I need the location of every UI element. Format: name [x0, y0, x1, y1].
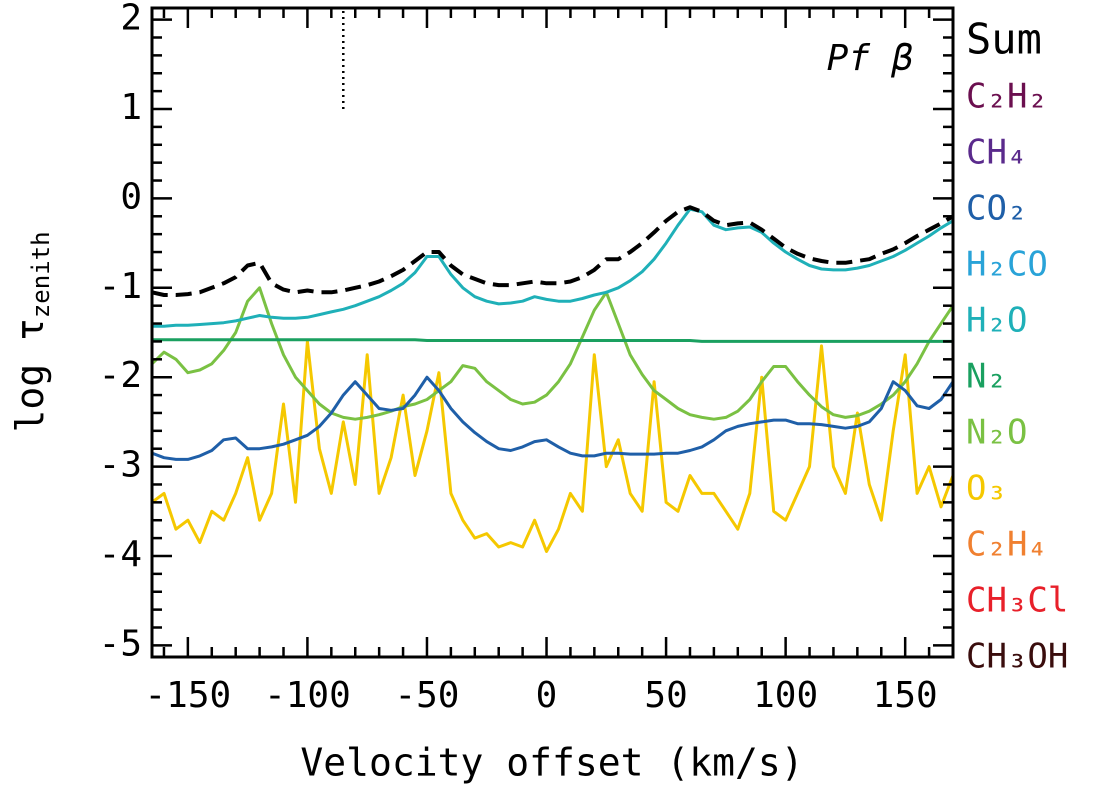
y-tick-label: 2 — [120, 0, 142, 39]
plot-frame — [150, 6, 955, 659]
y-tick-label: 0 — [120, 176, 142, 217]
y-tick-label: -4 — [99, 534, 142, 575]
y-tick-label: -3 — [99, 445, 142, 486]
y-tick-label: -1 — [99, 266, 142, 307]
legend-entry: CH₃Cl — [966, 581, 1068, 621]
x-tick-label: 50 — [644, 675, 687, 716]
legend-entry: Sum — [966, 15, 1042, 64]
x-tick-label: 150 — [873, 675, 938, 716]
y-label-main: log τ — [8, 318, 52, 432]
legend-entry: N₂O — [966, 413, 1027, 453]
series-line — [152, 338, 953, 343]
y-axis-label: log τzenith — [8, 231, 56, 432]
y-label-sub: zenith — [27, 231, 55, 318]
legend-entry: CO₂ — [966, 189, 1027, 229]
series-line — [152, 286, 953, 421]
y-axis-label-text: log τzenith — [8, 231, 56, 432]
legend-entry: CH₄ — [966, 133, 1027, 173]
series-line — [152, 205, 953, 297]
x-tick-label: -150 — [145, 675, 232, 716]
legend-entry: CH₃OH — [966, 637, 1068, 677]
legend-entry: C₂H₂ — [966, 77, 1048, 117]
x-tick-label: 100 — [753, 675, 818, 716]
y-tick-label: -5 — [99, 623, 142, 664]
series-line — [152, 207, 953, 328]
legend-entry: H₂O — [966, 301, 1027, 341]
y-tick-label: -2 — [99, 355, 142, 396]
legend-entry: H₂CO — [966, 245, 1048, 285]
x-tick-label: 0 — [536, 675, 558, 716]
x-tick-label: -50 — [394, 675, 459, 716]
legend-entry: O₃ — [966, 469, 1007, 509]
x-tick-label: -100 — [264, 675, 351, 716]
legend-entry: C₂H₄ — [966, 525, 1048, 565]
legend-entry: N₂ — [966, 357, 1007, 397]
y-tick-label: 1 — [120, 87, 142, 128]
series-line — [152, 339, 953, 553]
series-line — [152, 375, 953, 461]
annotation: Pf β — [827, 38, 914, 79]
x-axis-label: Velocity offset (km/s) — [300, 741, 803, 785]
